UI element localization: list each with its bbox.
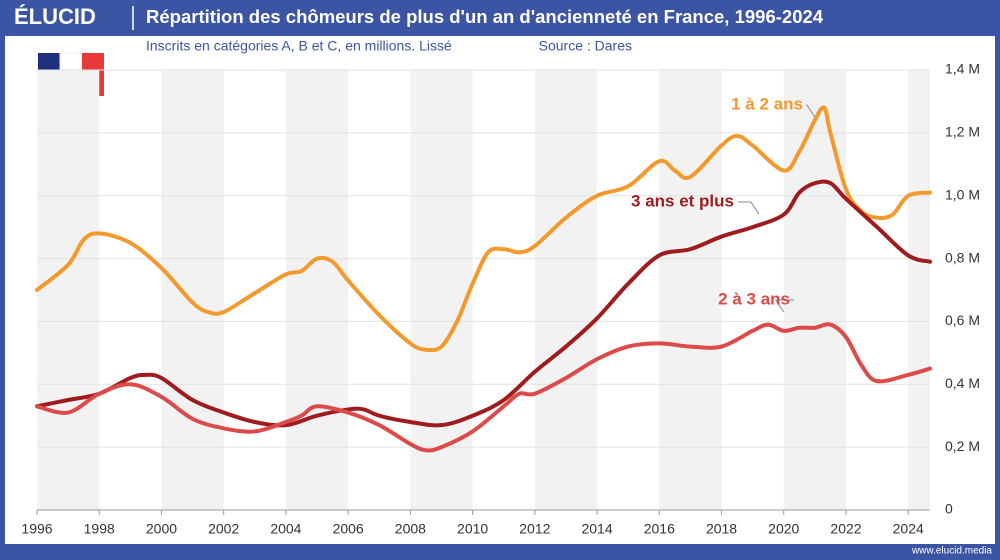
series-label: 1 à 2 ans [731, 94, 803, 113]
x-tick-label: 2016 [644, 521, 675, 537]
label-leader [805, 104, 816, 118]
series-label: 2 à 3 ans [718, 289, 790, 308]
background-band [410, 70, 473, 510]
label-leader [774, 299, 794, 313]
x-tick-label: 2014 [581, 521, 612, 537]
background-band [161, 70, 224, 510]
x-tick-label: 2020 [768, 521, 799, 537]
background-band [37, 70, 100, 510]
background-band [908, 70, 930, 510]
x-tick-label: 2024 [893, 521, 924, 537]
x-tick-label: 2010 [457, 521, 488, 537]
y-tick-label: 0,6 M [945, 312, 980, 328]
subtitle: Inscrits en catégories A, B et C, en mil… [146, 38, 452, 54]
series-label: 3 ans et plus [631, 191, 734, 210]
x-tick-label: 2018 [706, 521, 737, 537]
series-line [35, 322, 932, 453]
chart-title: Répartition des chômeurs de plus d'un an… [146, 6, 824, 27]
x-tick-label: 2002 [208, 521, 239, 537]
series-line [35, 179, 932, 428]
background-band [534, 70, 598, 510]
x-tick-label: 1998 [84, 521, 115, 537]
y-tick-label: 0 [945, 501, 953, 517]
source: Source : Dares [539, 38, 632, 54]
background-band [659, 70, 722, 510]
footer: www.elucid.media [911, 546, 992, 557]
label-leader [738, 201, 760, 215]
y-tick-label: 0,8 M [945, 249, 980, 265]
y-tick-label: 1,0 M [945, 186, 980, 202]
series-line [35, 105, 932, 353]
background-band [285, 70, 349, 510]
y-tick-label: 0,4 M [945, 375, 980, 391]
x-tick-label: 2000 [146, 521, 177, 537]
y-tick-label: 1,4 M [945, 61, 980, 77]
x-tick-label: 2012 [519, 521, 550, 537]
x-tick-label: 1996 [21, 521, 52, 537]
x-tick-label: 2008 [395, 521, 426, 537]
x-tick-label: 2006 [333, 521, 364, 537]
brand: ÉLUCID [14, 4, 96, 29]
background-band [783, 70, 846, 510]
y-tick-label: 1,2 M [945, 124, 980, 140]
panel [5, 36, 995, 544]
x-tick-label: 2022 [830, 521, 861, 537]
y-tick-label: 0,2 M [945, 438, 980, 454]
x-tick-label: 2004 [270, 521, 301, 537]
